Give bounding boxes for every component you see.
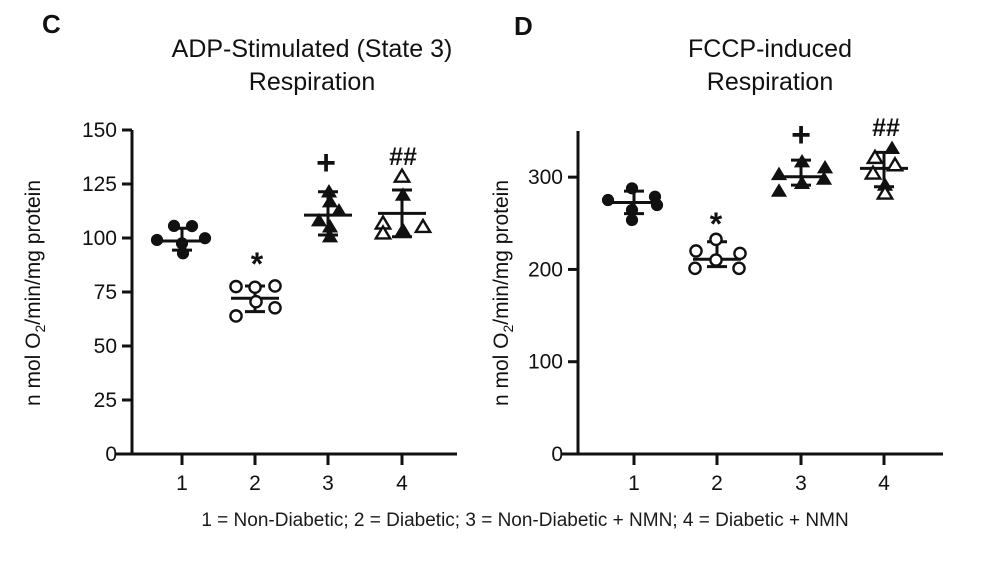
group-2: * xyxy=(688,206,747,276)
data-point-2-3 xyxy=(733,246,747,261)
data-point-4-4 xyxy=(413,217,433,234)
x-tick-label: 4 xyxy=(878,472,890,495)
data-point-3-3 xyxy=(770,166,788,181)
data-point-1-5 xyxy=(625,203,639,217)
x-tick-label: 2 xyxy=(711,472,723,495)
data-point-4-2 xyxy=(394,187,412,201)
data-point-3-2 xyxy=(321,193,339,208)
group-2: * xyxy=(229,246,282,323)
data-point-4-6 xyxy=(373,224,393,240)
x-tick-label: 1 xyxy=(628,472,640,495)
data-point-3-4 xyxy=(815,171,833,185)
data-point-2-1 xyxy=(268,279,282,293)
significance-marker: + xyxy=(316,144,336,182)
data-point-3-2 xyxy=(816,159,834,174)
y-tick-label: 100 xyxy=(528,351,563,374)
data-point-2-5 xyxy=(688,261,702,276)
data-point-2-2 xyxy=(229,279,243,294)
x-tick-label: 3 xyxy=(322,472,334,495)
data-point-1-3 xyxy=(601,193,615,207)
y-tick-label: 75 xyxy=(94,281,117,304)
data-point-2-4 xyxy=(249,294,263,309)
y-tick-label: 200 xyxy=(528,258,563,281)
figure-caption: 1 = Non-Diabetic; 2 = Diabetic; 3 = Non-… xyxy=(201,510,849,531)
data-point-2-5 xyxy=(268,300,282,315)
data-point-1-4 xyxy=(650,198,664,212)
group-3: + xyxy=(770,116,834,197)
data-point-1-6 xyxy=(176,247,190,260)
data-point-4-1 xyxy=(883,140,901,155)
data-point-2-3 xyxy=(248,280,262,295)
chart-title-line2: Respiration xyxy=(707,68,833,96)
data-point-2-4 xyxy=(709,253,723,267)
significance-marker: ## xyxy=(872,114,900,142)
panel-c: C ADP-Stimulated (State 3) Respiration n mo… xyxy=(22,9,457,495)
y-tick-label: 300 xyxy=(528,166,563,189)
x-tick-label: 4 xyxy=(396,472,408,495)
panel-letter: C xyxy=(42,9,61,39)
data-point-1-4 xyxy=(150,233,164,247)
data-point-1-6 xyxy=(625,213,639,227)
y-tick-label: 125 xyxy=(82,173,117,196)
y-tick-label: 50 xyxy=(94,335,117,358)
chart-title-line1: FCCP-induced xyxy=(688,35,852,63)
significance-marker: + xyxy=(791,116,811,154)
data-point-4-4 xyxy=(863,164,883,180)
data-point-3-5 xyxy=(793,175,811,190)
data-point-3-1 xyxy=(793,153,811,168)
y-tick-label: 0 xyxy=(551,443,563,466)
group-4: ## xyxy=(373,143,433,240)
data-point-2-2 xyxy=(689,244,703,258)
data-point-2-1 xyxy=(709,232,723,247)
data-point-3-6 xyxy=(321,228,339,243)
significance-marker: * xyxy=(251,246,264,282)
x-tick-label: 2 xyxy=(249,472,261,495)
data-point-1-1 xyxy=(167,219,181,233)
y-axis-label: n mol O2/min/mg protein xyxy=(22,180,48,406)
x-tick-label: 3 xyxy=(795,472,807,495)
data-point-2-6 xyxy=(732,261,746,276)
data-point-1-2 xyxy=(185,220,199,233)
chart-title-line1: ADP-Stimulated (State 3) xyxy=(172,35,453,63)
data-point-4-6 xyxy=(875,184,895,200)
x-tick-label: 1 xyxy=(176,472,188,495)
panel-letter: D xyxy=(514,11,533,41)
significance-marker: * xyxy=(710,206,723,242)
data-point-4-5 xyxy=(394,222,412,236)
y-tick-label: 100 xyxy=(82,227,117,250)
significance-marker: ## xyxy=(389,143,417,171)
chart-title-line2: Respiration xyxy=(249,68,375,96)
data-point-4-1 xyxy=(392,167,412,183)
data-point-2-6 xyxy=(229,309,243,323)
data-point-1-1 xyxy=(625,182,639,195)
data-point-3-6 xyxy=(770,183,788,197)
data-point-4-3 xyxy=(885,155,905,172)
group-1 xyxy=(601,182,664,227)
y-tick-label: 0 xyxy=(105,443,117,466)
group-1 xyxy=(150,219,212,260)
data-point-4-2 xyxy=(865,148,885,165)
y-axis-label: n mol O2/min/mg protein xyxy=(490,180,516,406)
data-point-1-3 xyxy=(198,232,212,245)
data-point-3-4 xyxy=(310,212,328,227)
y-tick-label: 25 xyxy=(94,389,117,412)
group-4: ## xyxy=(860,114,908,200)
data-point-3-3 xyxy=(330,203,348,217)
group-3: + xyxy=(304,144,352,243)
y-tick-label: 150 xyxy=(82,119,117,142)
panel-d: D FCCP-induced Respiration n mol O2/min/mg … xyxy=(490,11,943,495)
